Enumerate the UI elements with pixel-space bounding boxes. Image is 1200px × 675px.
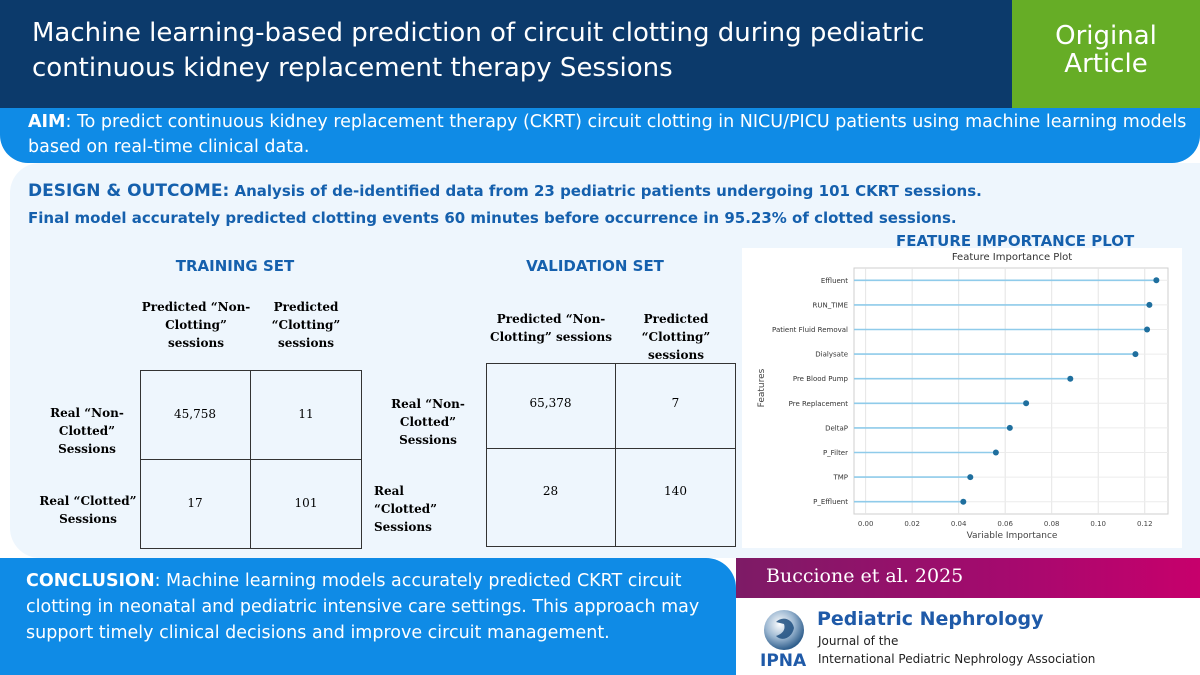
page-title: Machine learning-based prediction of cir… xyxy=(32,18,925,83)
y-axis-label: Features xyxy=(757,368,767,407)
journal-subtitle-2: International Pediatric Nephrology Assoc… xyxy=(818,652,1096,666)
design-outcome-section: DESIGN & OUTCOME: Analysis of de-identif… xyxy=(28,178,1188,232)
importance-point xyxy=(1132,351,1139,358)
training-row-header-2: Real “Clotted” Sessions xyxy=(39,494,137,526)
feature-label: RUN_TIME xyxy=(812,301,848,309)
validation-cell-tn: 65,378 xyxy=(529,396,572,410)
conclusion-label: CONCLUSION xyxy=(26,571,155,591)
design-line-1: Analysis of de-identified data from 23 p… xyxy=(234,182,982,200)
training-row-header-1: Real “Non-Clotted” Sessions xyxy=(50,406,124,456)
citation-text: Buccione et al. 2025 xyxy=(766,565,964,587)
feature-label: Pre Replacement xyxy=(789,400,849,408)
validation-matrix xyxy=(486,363,736,547)
importance-point xyxy=(1067,375,1074,382)
feature-importance-chart: Feature Importance Plot 0.00 0.02 0.04 0.06… xyxy=(742,248,1182,548)
x-tick-label: 0.12 xyxy=(1137,520,1153,528)
globe-logo-icon xyxy=(764,610,804,650)
training-col-header-2: Predicted “Clotting” sessions xyxy=(271,300,341,350)
validation-cell-fn: 28 xyxy=(542,484,559,498)
x-tick-label: 0.04 xyxy=(951,520,967,528)
training-matrix-divider-h xyxy=(140,459,362,460)
x-tick-label: 0.02 xyxy=(904,520,920,528)
feature-label: Patient Fluid Removal xyxy=(772,326,848,334)
journal-subtitle-1: Journal of the xyxy=(818,634,899,648)
feature-label: TMP xyxy=(832,474,848,482)
design-line-2: Final model accurately predicted clottin… xyxy=(28,209,957,227)
training-cell-tp: 101 xyxy=(294,496,318,510)
importance-point xyxy=(1146,301,1153,308)
importance-point xyxy=(992,449,999,456)
ipna-logo-text: IPNA xyxy=(760,651,807,671)
plot-frame xyxy=(853,267,1169,515)
x-tick-label: 0.10 xyxy=(1090,520,1106,528)
aim-band xyxy=(0,108,1200,163)
importance-point xyxy=(960,498,967,505)
training-cell-fp: 11 xyxy=(298,407,314,421)
article-type-badge xyxy=(1012,0,1200,108)
x-tick-label: 0.08 xyxy=(1044,520,1060,528)
aim-label: AIM xyxy=(28,112,66,132)
x-tick-label: 0.00 xyxy=(858,520,874,528)
conclusion-section: CONCLUSION: Machine learning models accu… xyxy=(26,568,726,646)
validation-row-header-2: Real “Clotted” Sessions xyxy=(374,484,438,534)
feature-label: Effluent xyxy=(821,277,848,285)
validation-col-header-2: Predicted “Clotting” sessions xyxy=(641,312,711,362)
validation-matrix-divider-h xyxy=(486,448,736,449)
training-col-header-1: Predicted “Non-Clotting” sessions xyxy=(141,300,251,350)
validation-row-header-1: Real “Non-Clotted” Sessions xyxy=(391,397,465,447)
conclusion-text: : Machine learning models accurately pre… xyxy=(26,571,700,643)
aim-text: : To predict continuous kidney replaceme… xyxy=(28,112,1187,157)
conclusion-band xyxy=(0,558,736,675)
article-type-label: Original Article xyxy=(1012,22,1200,78)
citation-band xyxy=(736,558,1200,598)
importance-point xyxy=(967,474,974,481)
training-set-title: TRAINING SET xyxy=(175,257,295,275)
design-label: DESIGN & OUTCOME: xyxy=(28,181,230,201)
training-cell-tn: 45,758 xyxy=(174,407,216,421)
x-axis-label: Variable Importance xyxy=(967,531,1058,541)
feature-label: DeltaP xyxy=(825,424,848,432)
importance-point xyxy=(1006,424,1013,431)
feature-label: Pre Blood Pump xyxy=(793,375,849,383)
plot-area: 0.00 0.02 0.04 0.06 0.08 0.10 0.12 Effluent RUN_… xyxy=(772,267,1169,528)
badge-line-2: Article xyxy=(1064,49,1148,79)
validation-set-title: VALIDATION SET xyxy=(526,257,664,275)
training-cell-fn: 17 xyxy=(187,496,203,510)
validation-col-header-1: Predicted “Non-Clotting” sessions xyxy=(490,312,612,344)
feature-label: P_Filter xyxy=(823,449,848,457)
journal-name: Pediatric Nephrology xyxy=(817,608,1044,630)
importance-point xyxy=(1144,326,1151,333)
chart-title: Feature Importance Plot xyxy=(952,252,1072,263)
aim-section: AIM: To predict continuous kidney replac… xyxy=(28,110,1188,160)
validation-cell-fp: 7 xyxy=(671,396,680,410)
badge-line-1: Original xyxy=(1055,21,1157,51)
feature-label: P_Effluent xyxy=(813,498,848,506)
validation-matrix-divider-v xyxy=(615,363,616,547)
x-tick-label: 0.06 xyxy=(997,520,1013,528)
importance-point xyxy=(1153,277,1160,284)
feature-label: Dialysate xyxy=(815,351,848,359)
validation-cell-tp: 140 xyxy=(664,484,687,498)
header-bar xyxy=(0,0,1012,108)
feature-plot-heading: FEATURE IMPORTANCE PLOT xyxy=(896,232,1135,250)
importance-point xyxy=(1023,400,1030,407)
